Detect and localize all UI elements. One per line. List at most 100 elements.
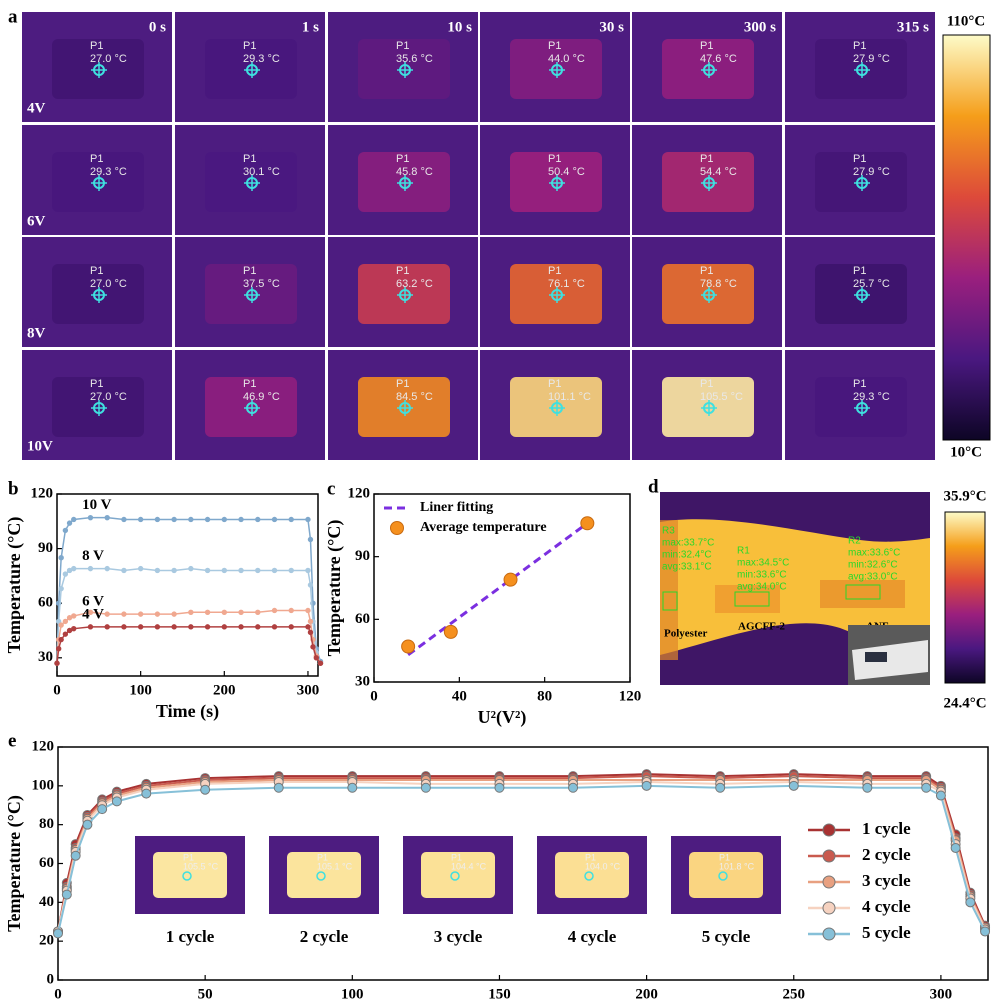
colorbar-min: 10°C	[950, 444, 982, 460]
data-point	[307, 629, 314, 636]
data-point	[221, 567, 228, 574]
y-tick-label: 80	[39, 816, 54, 832]
legend-label: 5 cycle	[862, 923, 911, 942]
thermal-sample	[52, 152, 144, 212]
point-label: P1	[853, 378, 866, 390]
data-point	[271, 624, 278, 630]
data-point	[568, 782, 579, 793]
point-label: P1	[548, 40, 561, 52]
data-point	[97, 804, 108, 815]
y-tick-label: 120	[31, 485, 54, 501]
x-tick-label: 0	[53, 682, 61, 698]
region-max: max:33.6°C	[848, 548, 900, 559]
y-tick-label: 30	[38, 649, 53, 665]
time-label: 30 s	[599, 19, 624, 35]
thermal-sample	[52, 377, 144, 437]
data-point	[305, 567, 311, 574]
thermal-sample	[662, 152, 754, 212]
x-axis-label: Time (s)	[156, 701, 219, 722]
data-point	[137, 516, 144, 523]
point-label: P1	[853, 40, 866, 52]
point-temperature: 104.4 °C	[451, 861, 487, 871]
data-point	[204, 516, 211, 523]
thermal-sample	[662, 377, 754, 437]
point-label: P1	[700, 378, 713, 390]
point-temperature: 44.0 °C	[548, 53, 585, 65]
data-point	[200, 784, 211, 795]
point-temperature: 105.1 °C	[317, 861, 353, 871]
x-tick-label: 120	[619, 688, 642, 704]
data-point	[121, 567, 127, 574]
data-point	[862, 782, 873, 793]
series-label: 6 V	[82, 594, 104, 610]
point-temperature: 27.0 °C	[90, 278, 127, 290]
region-min: min:32.4°C	[662, 550, 712, 561]
voltage-label: 10V	[27, 438, 53, 454]
inset-label: 4 cycle	[568, 927, 617, 946]
photo-sample	[865, 652, 887, 662]
data-point	[307, 582, 314, 588]
time-label: 300 s	[744, 19, 776, 35]
inset-sample	[421, 852, 495, 898]
point-temperature: 54.4 °C	[700, 166, 737, 178]
y-tick-label: 120	[348, 485, 371, 501]
data-point	[221, 624, 228, 630]
data-point	[288, 624, 294, 630]
measure-point	[450, 871, 460, 881]
x-tick-label: 40	[452, 688, 467, 704]
inset-label: 1 cycle	[166, 927, 215, 946]
inset-label: 5 cycle	[702, 927, 751, 946]
point-temperature: 105.5 °C	[700, 391, 743, 403]
series-line	[57, 773, 986, 932]
data-point	[255, 609, 261, 615]
point-temperature: 47.6 °C	[700, 53, 737, 65]
point-label: P1	[243, 265, 256, 277]
data-point	[204, 567, 211, 574]
thermal-sample	[510, 152, 602, 212]
point-label: P1	[243, 153, 256, 165]
thermal-sample	[815, 39, 907, 99]
data-point	[401, 639, 416, 654]
series-label: 4 V	[82, 606, 104, 622]
region-max: max:33.7°C	[662, 538, 714, 549]
data-point	[171, 624, 177, 630]
series-label: 8 V	[82, 548, 104, 564]
measure-point	[584, 871, 594, 881]
thermal-sample	[815, 152, 907, 212]
data-point	[87, 565, 94, 572]
point-temperature: 84.5 °C	[396, 391, 433, 403]
data-point	[494, 782, 505, 793]
thermal-sample	[205, 39, 297, 99]
panel-letter: d	[648, 476, 659, 497]
inset-sample	[287, 852, 361, 898]
data-point	[935, 790, 946, 801]
data-point	[62, 571, 69, 577]
point-temperature: 37.5 °C	[243, 278, 280, 290]
data-point	[66, 520, 73, 526]
data-point	[443, 624, 458, 639]
series-label: 10 V	[82, 497, 111, 513]
series-line	[56, 516, 322, 664]
data-point	[87, 624, 94, 630]
y-tick-label: 90	[355, 548, 370, 564]
thermal-sample	[815, 377, 907, 437]
data-point	[238, 516, 244, 523]
data-point	[188, 609, 194, 615]
voltage-label: 6V	[27, 213, 46, 229]
point-label: P1	[396, 265, 409, 277]
region-name: R2	[848, 536, 861, 547]
legend-label: 1 cycle	[862, 819, 911, 838]
y-axis-label: Temperature (°C)	[4, 517, 25, 654]
data-point	[271, 516, 278, 523]
data-point	[87, 609, 94, 615]
data-point	[111, 796, 122, 807]
thermal-sample	[205, 264, 297, 324]
thermal-sample	[510, 264, 602, 324]
